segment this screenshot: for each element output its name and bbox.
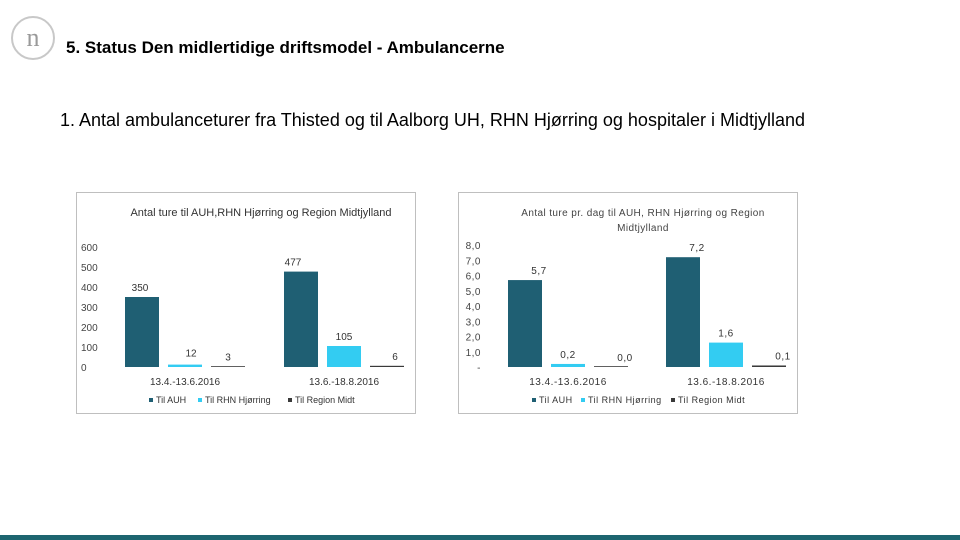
y-tick-label: 8,0 bbox=[466, 241, 481, 252]
y-tick-label: 1,0 bbox=[466, 348, 481, 359]
data-label: 3 bbox=[225, 352, 231, 363]
bar-til-rhn-hjørring bbox=[551, 363, 585, 367]
y-tick-label: - bbox=[477, 363, 481, 374]
data-label: 1,6 bbox=[718, 329, 733, 340]
footer-accent-bar bbox=[0, 535, 960, 540]
data-label: 0,0 bbox=[617, 353, 632, 364]
y-tick-label: 3,0 bbox=[466, 317, 481, 328]
y-tick-label: 5,0 bbox=[466, 287, 481, 298]
y-tick-label: 6,0 bbox=[466, 272, 481, 283]
data-label: 12 bbox=[185, 349, 197, 360]
legend-label: Til Region Midt bbox=[295, 395, 355, 405]
legend-label: Til Region Midt bbox=[678, 395, 745, 405]
data-label: 5,7 bbox=[531, 266, 546, 277]
x-tick-label: 13.4.-13.6.2016 bbox=[529, 377, 607, 388]
bar-til-region-midt bbox=[211, 366, 245, 367]
y-tick-label: 500 bbox=[81, 263, 98, 274]
legend-swatch bbox=[671, 398, 675, 402]
legend-label: Til AUH bbox=[156, 395, 186, 405]
chart-title: Antal ture til AUH,RHN Hjørring og Regio… bbox=[130, 207, 392, 219]
x-tick-label: 13.6.-18.8.2016 bbox=[687, 377, 765, 388]
logo-icon: n bbox=[11, 16, 55, 60]
y-tick-label: 4,0 bbox=[466, 302, 481, 313]
data-label: 477 bbox=[285, 258, 302, 269]
bar-til-rhn-hjørring bbox=[709, 342, 743, 367]
y-tick-label: 0 bbox=[81, 363, 87, 374]
y-tick-label: 2,0 bbox=[466, 333, 481, 344]
legend-label: Til RHN Hjørring bbox=[205, 395, 271, 405]
data-label: 0,1 bbox=[775, 351, 790, 362]
data-label: 6 bbox=[392, 352, 398, 363]
bar-til-rhn-hjørring bbox=[327, 346, 361, 367]
y-tick-label: 200 bbox=[81, 323, 98, 334]
bar-til-region-midt bbox=[594, 366, 628, 367]
y-tick-label: 100 bbox=[81, 343, 98, 354]
chart-total-trips: Antal ture til AUH,RHN Hjørring og Regio… bbox=[76, 192, 416, 414]
chart-title: Antal ture pr. dag til AUH, RHN Hjørring… bbox=[521, 208, 765, 234]
slide-title: 5. Status Den midlertidige driftsmodel -… bbox=[66, 38, 505, 57]
x-tick-label: 13.4.-13.6.2016 bbox=[150, 377, 220, 388]
legend-swatch bbox=[149, 398, 153, 402]
bar-til-auh bbox=[125, 297, 159, 367]
legend-swatch bbox=[532, 398, 536, 402]
bar-til-auh bbox=[508, 280, 542, 367]
legend-label: Til RHN Hjørring bbox=[588, 395, 662, 405]
y-tick-label: 300 bbox=[81, 303, 98, 314]
chart-trips-per-day: Antal ture pr. dag til AUH, RHN Hjørring… bbox=[458, 192, 798, 414]
bar-til-auh bbox=[666, 257, 700, 367]
legend-label: Til AUH bbox=[539, 395, 573, 405]
y-tick-label: 400 bbox=[81, 283, 98, 294]
data-label: 350 bbox=[132, 283, 149, 294]
legend-swatch bbox=[581, 398, 585, 402]
bar-til-region-midt bbox=[370, 365, 404, 367]
chart-svg: - 1,0 2,0 3,0 4,0 5,0 6,0 7,0 8,0 5,7 0,2 0,0 13.4.-… bbox=[466, 241, 791, 405]
slide-subtitle: 1. Antal ambulanceturer fra Thisted og t… bbox=[60, 110, 806, 130]
chart-svg: 0 100 200 300 400 500 600 350 12 3 13.4.-13.6.2016… bbox=[81, 243, 404, 405]
data-label: 105 bbox=[336, 332, 353, 343]
data-label: 7,2 bbox=[689, 243, 704, 254]
bar-til-region-midt bbox=[752, 365, 786, 367]
x-tick-label: 13.6.-18.8.2016 bbox=[309, 377, 379, 388]
y-tick-label: 600 bbox=[81, 243, 98, 254]
y-tick-label: 7,0 bbox=[466, 256, 481, 267]
legend-swatch bbox=[198, 398, 202, 402]
data-label: 0,2 bbox=[560, 350, 575, 361]
bar-til-auh bbox=[284, 271, 318, 367]
legend-swatch bbox=[288, 398, 292, 402]
bar-til-rhn-hjørring bbox=[168, 364, 202, 367]
